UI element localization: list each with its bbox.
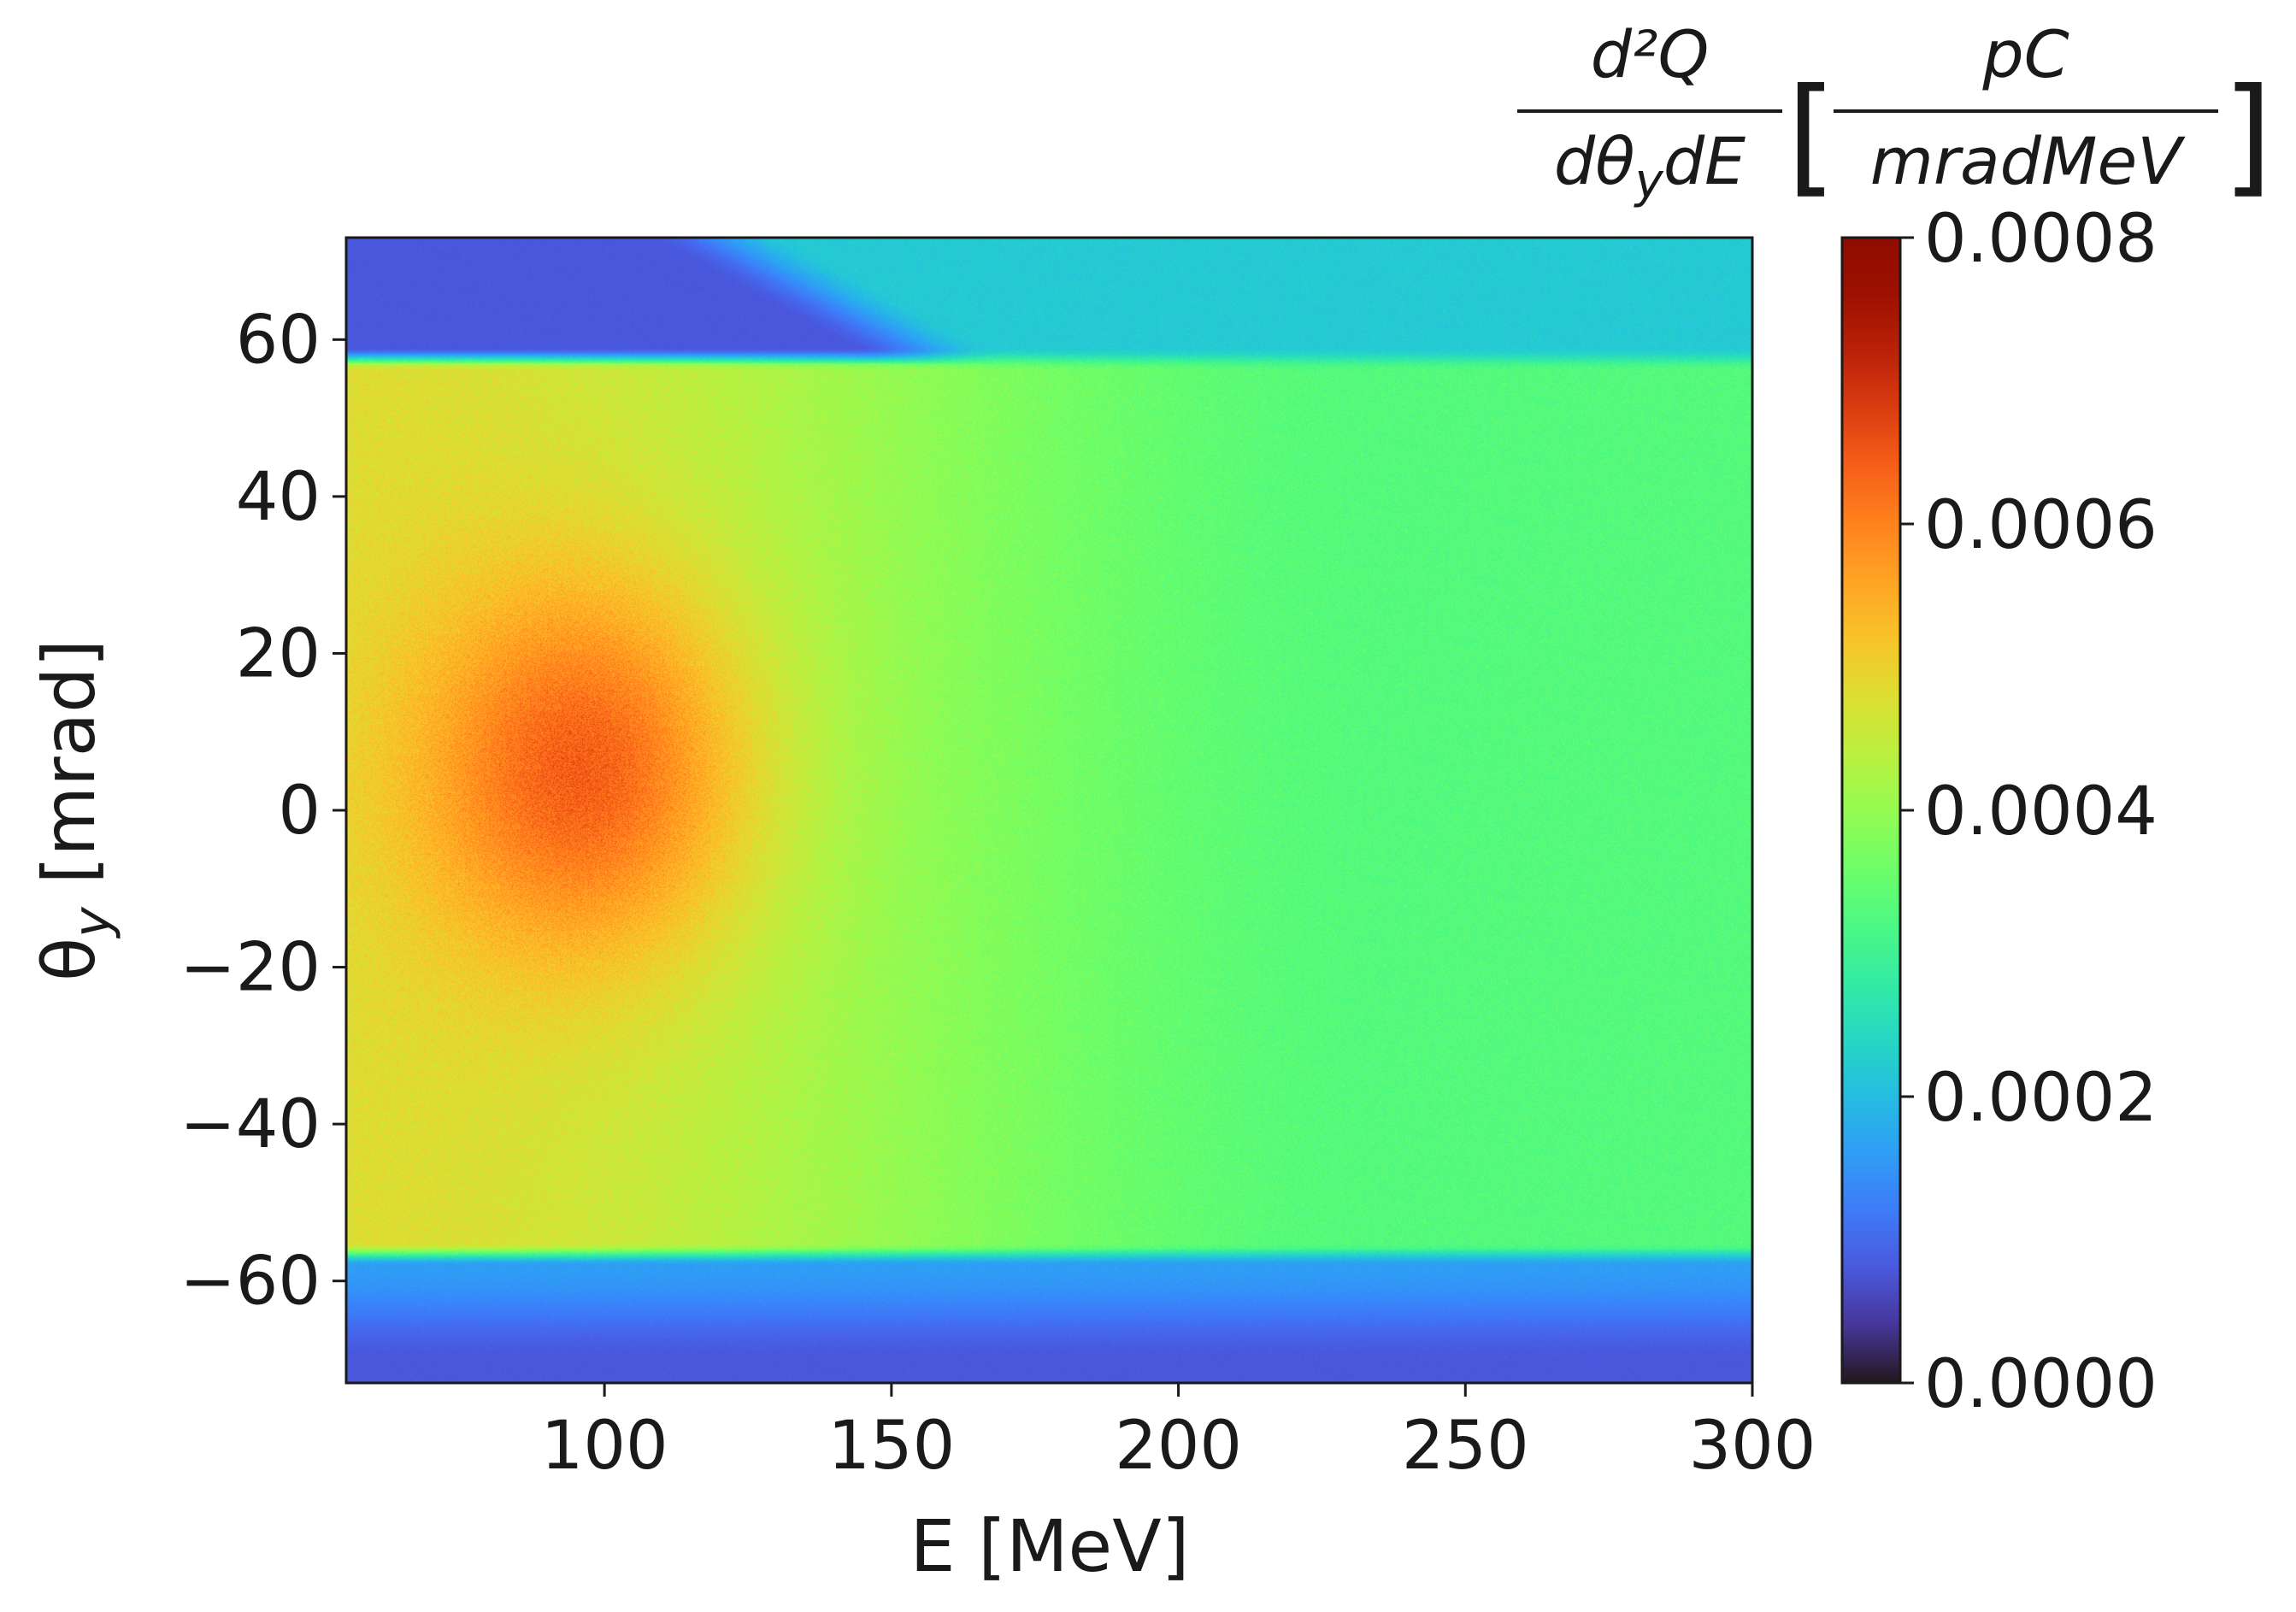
y-tick-label: 40 <box>236 459 321 536</box>
x-tick-label: 200 <box>1115 1408 1242 1485</box>
colorbar-tick-label: 0.0000 <box>1924 1346 2158 1423</box>
colorbar-ticks: 0.0008 0.0006 0.0004 0.0002 0.0000 <box>1900 201 2158 1423</box>
y-tick-label: −60 <box>180 1244 321 1321</box>
colorbar-gradient <box>1840 236 1902 1385</box>
colorbar-unit-open-bracket: [ <box>1787 62 1837 210</box>
y-tick-label: 60 <box>236 302 321 379</box>
x-tick-label: 100 <box>541 1408 668 1485</box>
heatmap-canvas <box>346 238 1752 1383</box>
y-tick-label: 20 <box>236 615 321 692</box>
colorbar-label-numerator: d²Q <box>1591 16 1710 92</box>
x-axis-ticks: 100 150 200 250 300 <box>541 1383 1816 1485</box>
colorbar-unit-denominator: mradMeV <box>1870 123 2186 199</box>
x-tick-label: 150 <box>827 1408 955 1485</box>
y-axis-label: θy [mrad] <box>27 639 122 981</box>
colorbar-tick-label: 0.0004 <box>1924 774 2158 850</box>
colorbar-unit-close-bracket: ] <box>2222 62 2273 210</box>
heatmap-plot-area <box>344 236 1754 1385</box>
y-tick-label: −20 <box>180 930 321 1007</box>
colorbar-unit-numerator: pC <box>1981 16 2069 92</box>
colorbar-label-denominator: dθydE <box>1554 123 1746 209</box>
colorbar-title: d²Q dθydE [ pC mradMeV ] <box>1517 16 2273 210</box>
x-tick-label: 300 <box>1689 1408 1816 1485</box>
colorbar-tick-label: 0.0002 <box>1924 1060 2158 1137</box>
x-axis-label: E [MeV] <box>910 1504 1190 1588</box>
colorbar-tick-label: 0.0008 <box>1924 201 2158 278</box>
x-tick-label: 250 <box>1402 1408 1529 1485</box>
colorbar-tick-label: 0.0006 <box>1924 487 2158 564</box>
y-tick-label: 0 <box>278 773 321 850</box>
y-axis-ticks: 60 40 20 0 −20 −40 −60 <box>180 302 346 1321</box>
colorbar: 0.0008 0.0006 0.0004 0.0002 0.0000 <box>1840 201 2158 1423</box>
y-tick-label: −40 <box>180 1086 321 1163</box>
